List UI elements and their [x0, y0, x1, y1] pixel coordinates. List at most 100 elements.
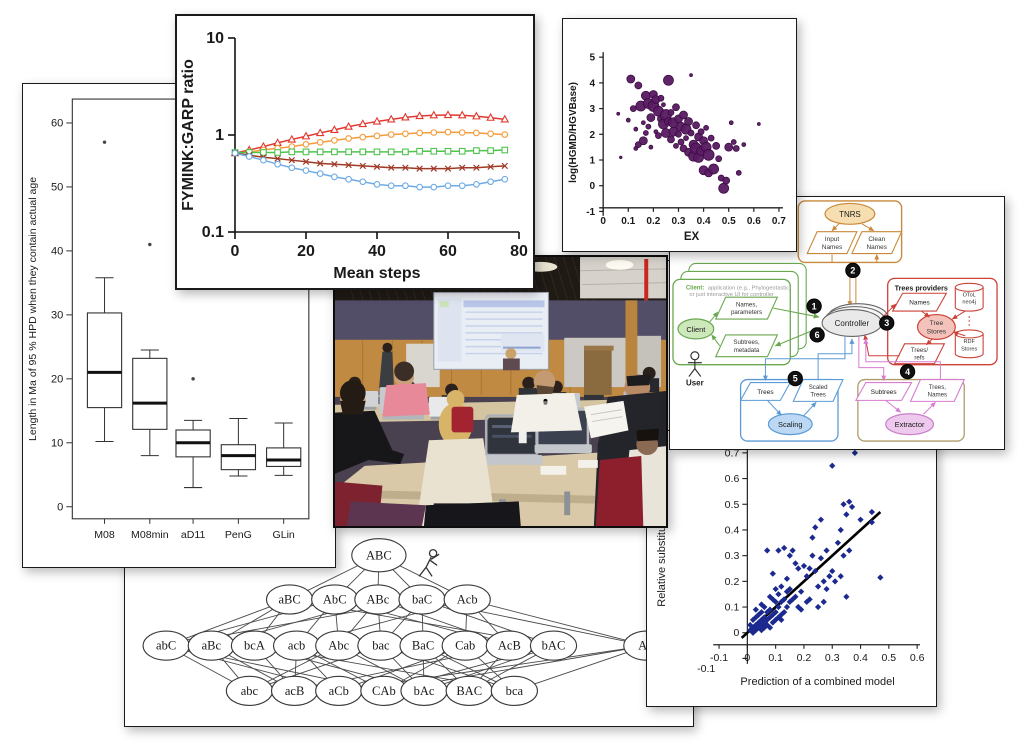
marker-circle: [288, 164, 296, 172]
data-point: [826, 573, 833, 580]
node-label: RDF: [963, 339, 975, 345]
node-label: refs: [914, 355, 924, 362]
lattice-edge: [467, 599, 647, 647]
marker-x: [345, 161, 352, 169]
lattice-node-label: bAc: [414, 684, 435, 698]
data-point: [697, 128, 705, 136]
photo-shape: [605, 259, 634, 270]
marker-circle: [487, 130, 494, 138]
data-point: [661, 102, 666, 108]
marker-x: [331, 160, 338, 168]
data-point: [846, 498, 853, 505]
data-point: [812, 524, 819, 531]
y-tick-label: 60: [51, 117, 63, 129]
y-tick-label: 0.1: [725, 602, 740, 614]
lattice-node-label: aCb: [329, 684, 349, 698]
x-tick-label: 40: [368, 243, 386, 260]
scaling-label: Scaling: [778, 420, 802, 429]
data-point: [775, 591, 782, 598]
tnrs-node: [824, 202, 876, 225]
data-point: [645, 123, 652, 130]
x-tick-label: 0.3: [825, 652, 840, 664]
data-point: [626, 74, 636, 84]
node-label: neo4j: [962, 300, 976, 306]
data-point: [809, 534, 816, 541]
marker-circle: [402, 182, 409, 190]
marker-x: [416, 165, 423, 172]
node-label: Input: [825, 236, 840, 243]
data-point: [829, 567, 836, 575]
marker-circle: [387, 182, 395, 190]
marker-x: [387, 164, 395, 171]
arrow-blue: [762, 336, 846, 382]
y-tick-label: 0.1: [202, 224, 224, 241]
client-note: application (e.g., Phylogeotastic): [708, 285, 791, 291]
fymink-garp-line-chart-panel: 10 1 0.1 0 20 40 60 80 FYMINK:GARP ratio Mean ste…: [175, 14, 535, 290]
node-label: Names: [928, 391, 947, 398]
photo-shape: [382, 413, 424, 420]
x-tick-label: 0.3: [672, 216, 686, 227]
lattice-node-label: BaC: [412, 639, 434, 653]
node-label: Subtrees,: [733, 339, 760, 346]
lattice-node-label: BAC: [456, 684, 482, 698]
marker-square: [260, 149, 267, 156]
photo-shape: [394, 361, 415, 382]
x-tick-label: 0.1: [768, 652, 783, 664]
substitution-rate-scatter-chart: -0.1 0 0.1 0.2 0.3 0.4 0.5 0.6 0.7 -0.1 0 0.1 0.2 0.3…: [656, 447, 925, 688]
data-point: [848, 503, 856, 510]
photo-shape: [382, 342, 393, 353]
lattice-node-label: bac: [372, 639, 390, 653]
data-point: [843, 511, 850, 518]
extractor-label: Extractor: [895, 420, 925, 429]
data-point: [616, 111, 621, 116]
arrow-pink: [858, 336, 887, 382]
arrow-orange: [831, 223, 840, 232]
marker-circle: [302, 141, 310, 148]
data-point: [817, 516, 825, 523]
arrow-blue: [817, 338, 855, 380]
lattice-edge: [165, 599, 290, 647]
marker-circle: [473, 129, 480, 137]
rdf-stores-cylinder: [954, 333, 984, 359]
lattice-node: [443, 584, 491, 615]
box: [132, 357, 168, 430]
lattice-node: [351, 538, 407, 573]
data-point: [638, 136, 648, 146]
lattice-node-label: aBC: [278, 592, 300, 606]
line: [430, 553, 440, 560]
data-point: [684, 117, 693, 126]
client-node: [677, 318, 715, 340]
box: [220, 444, 257, 471]
data-point: [642, 130, 649, 136]
y-tick-label: 0.2: [725, 576, 740, 588]
lattice-edge: [514, 645, 647, 692]
box: [86, 312, 123, 409]
node-label: Trees: [810, 391, 825, 398]
arrow-blue: [802, 402, 817, 417]
stick-figure-icon: [418, 548, 440, 577]
step-badge: [845, 262, 861, 279]
x-tick-label: -0.1: [710, 652, 728, 664]
podium: [583, 347, 612, 395]
x-tick-label: 0.1: [621, 216, 635, 227]
marker-x: [458, 164, 466, 171]
step-badge: [899, 363, 916, 380]
y-tick-label: 4: [590, 78, 596, 89]
marker-x: [501, 162, 509, 170]
step-badge: [787, 370, 803, 387]
photo-shape: [463, 300, 545, 308]
marker-square: [359, 148, 367, 156]
data-point: [687, 129, 695, 137]
lattice-node-label: abC: [156, 639, 176, 653]
y-tick-label: -0.1: [697, 663, 715, 675]
node-label: Names,: [736, 301, 757, 308]
lattice-node-label: Cab: [455, 639, 475, 653]
marker-triangle: [472, 111, 481, 120]
data-point: [752, 627, 759, 634]
line: [688, 368, 696, 377]
photo-shape: [540, 465, 567, 475]
data-point: [672, 103, 680, 112]
input-names-node: [806, 231, 858, 255]
data-point: [837, 573, 844, 580]
trees-label: Trees: [757, 389, 773, 396]
